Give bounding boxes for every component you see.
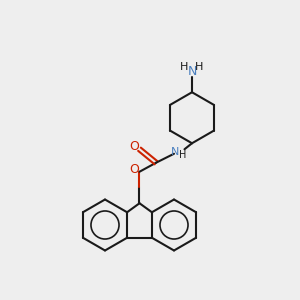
Text: O: O bbox=[129, 163, 139, 176]
Text: N: N bbox=[171, 147, 180, 157]
Text: N: N bbox=[187, 65, 197, 78]
Text: H: H bbox=[195, 62, 204, 72]
Text: H: H bbox=[180, 62, 189, 72]
Text: O: O bbox=[129, 140, 139, 153]
Text: H: H bbox=[179, 150, 187, 160]
